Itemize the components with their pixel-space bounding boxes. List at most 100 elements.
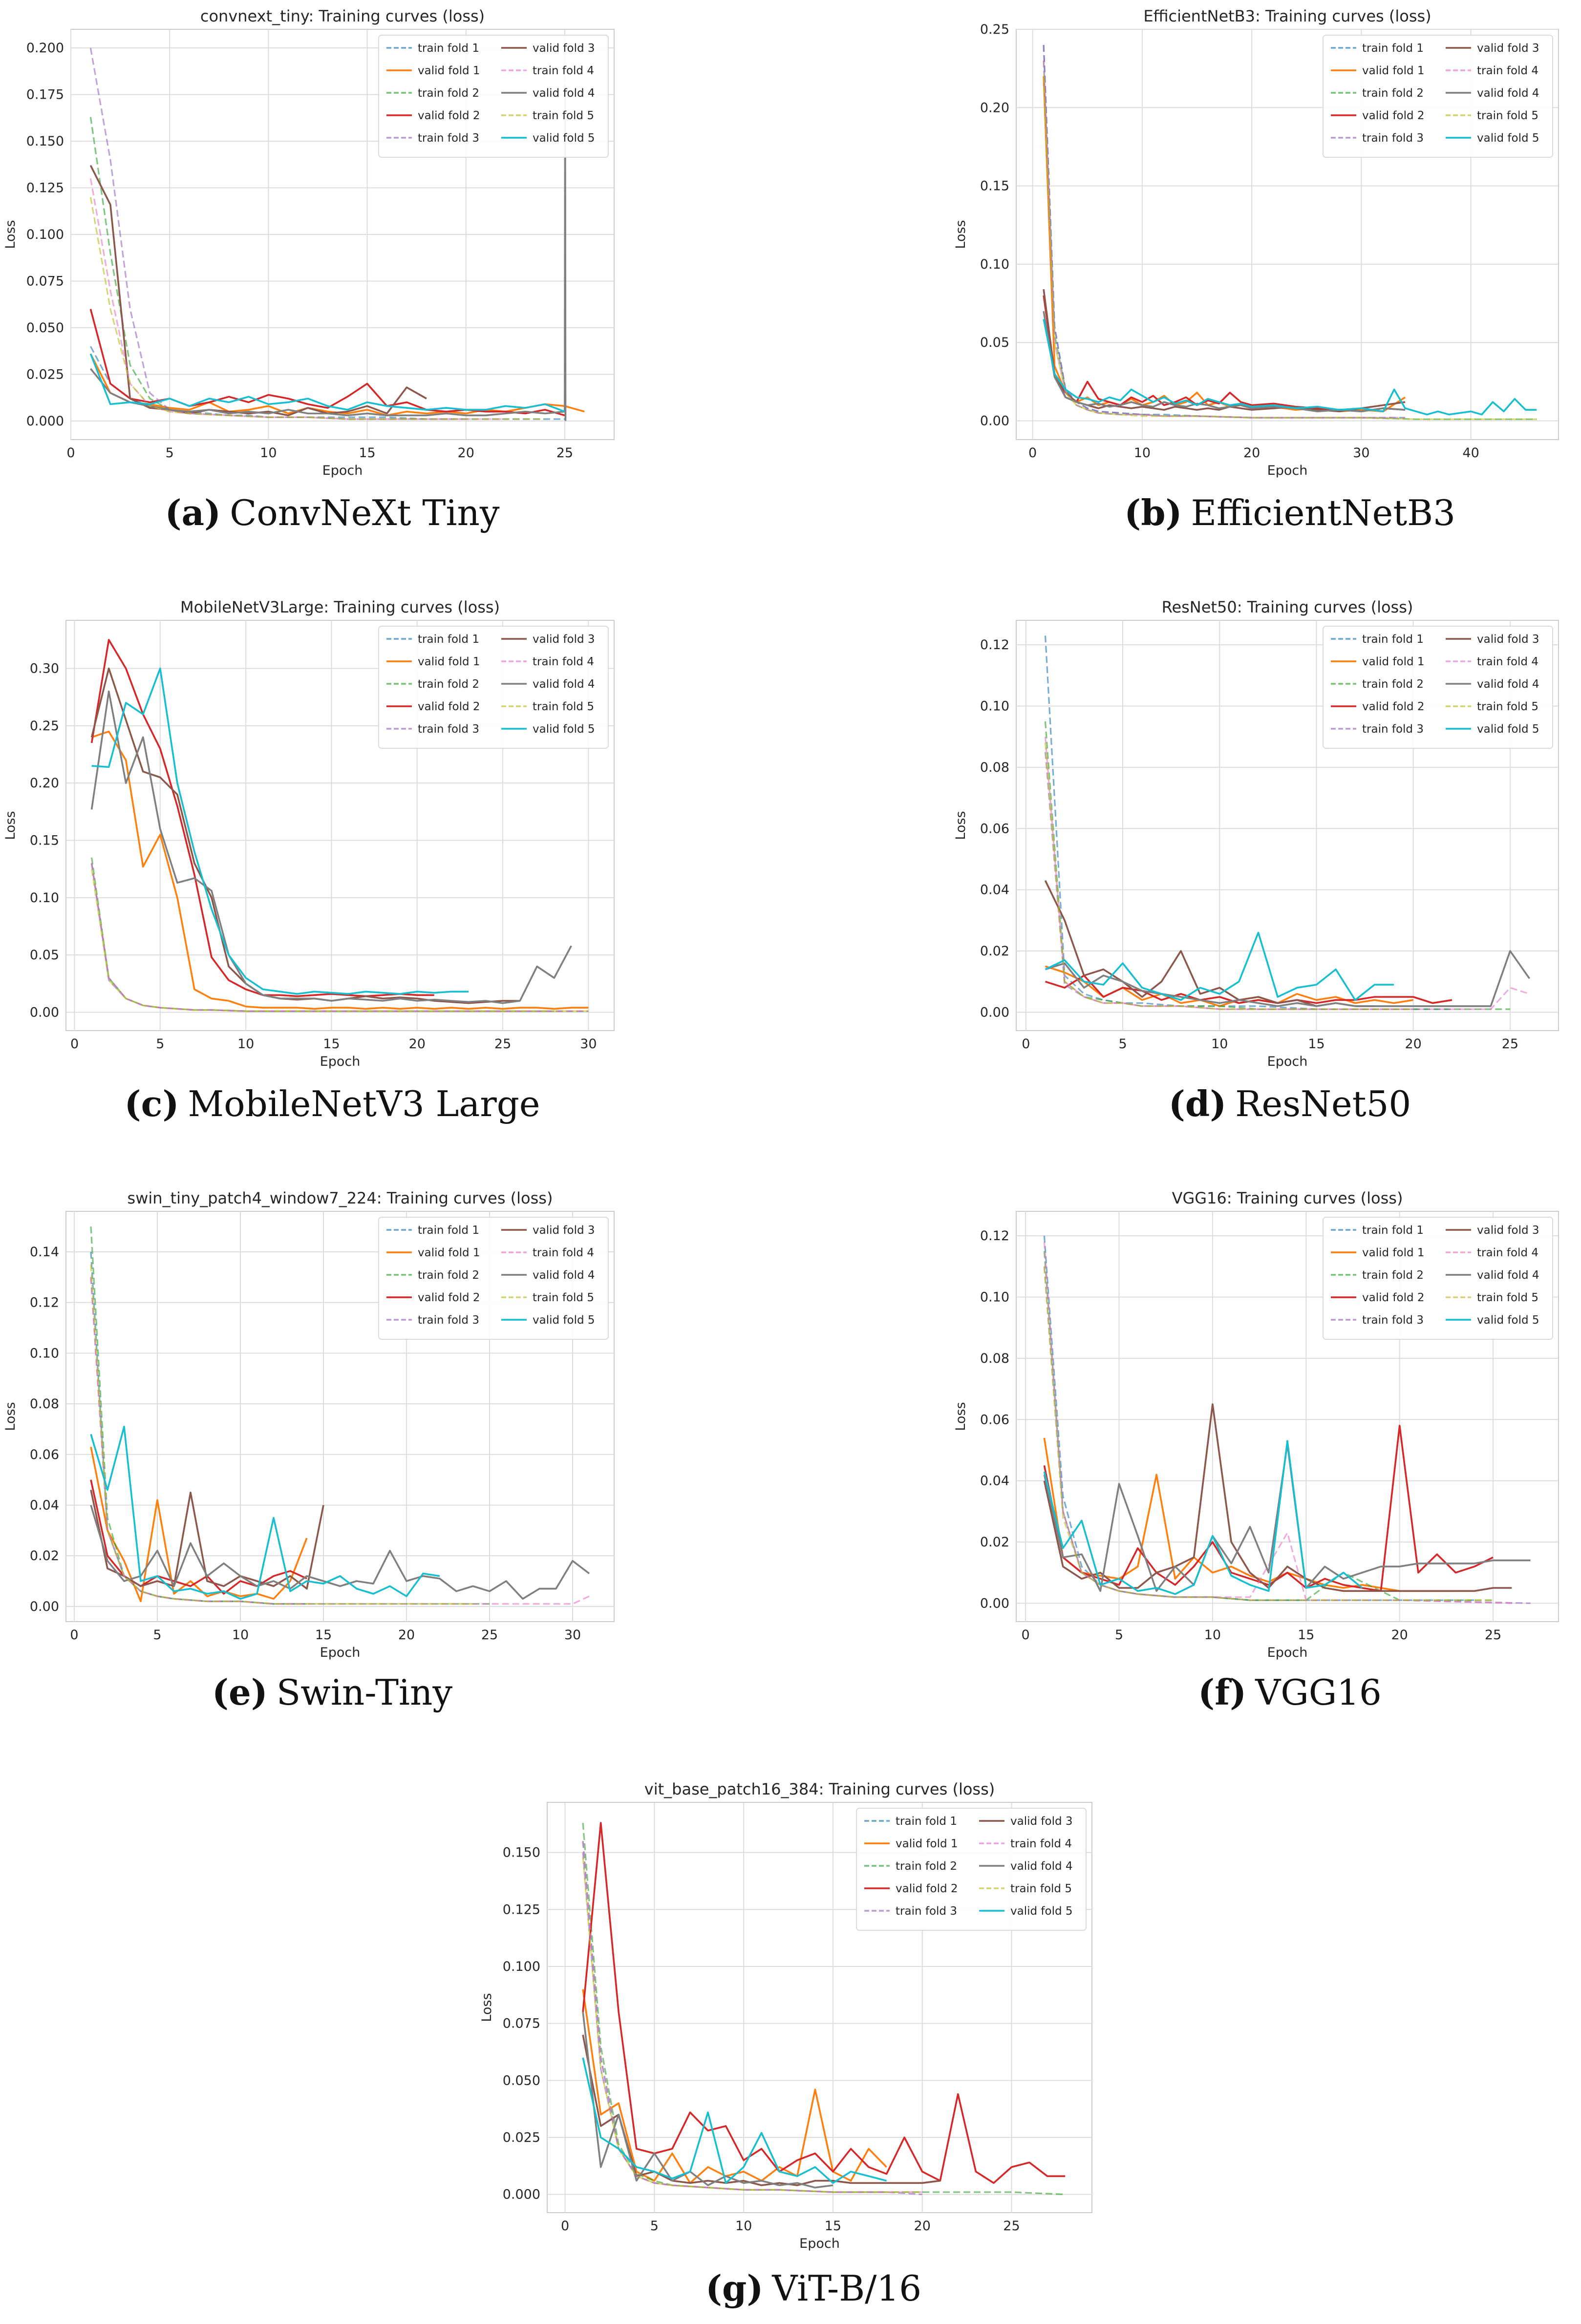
legend-entry: train fold 5 [533, 1291, 594, 1304]
x-tick-label: 20 [1405, 1036, 1421, 1052]
panel-caption: (a) ConvNeXt Tiny [165, 492, 499, 533]
panel-caption: (g) ViT-B/16 [705, 2267, 921, 2309]
x-tick-label: 0 [70, 1036, 79, 1052]
legend: train fold 1 valid fold 1 train fold 2 vali… [1323, 35, 1553, 158]
x-tick-label: 0 [70, 1627, 78, 1643]
y-tick-label: 0.10 [980, 1290, 1009, 1305]
x-tick-label: 5 [166, 445, 174, 461]
y-tick-label: 0.25 [30, 718, 59, 734]
y-tick-label: 0.10 [30, 1346, 59, 1361]
x-tick-label: 5 [1118, 1036, 1127, 1052]
y-tick-label: 0.05 [30, 948, 59, 963]
legend-entry: train fold 5 [1477, 1291, 1538, 1304]
chart-title: ResNet50: Training curves (loss) [1162, 598, 1413, 616]
series-line-valid-fold-3 [1043, 1403, 1512, 1592]
y-tick-label: 0.175 [26, 87, 64, 103]
legend-entry: train fold 1 [418, 1224, 479, 1237]
x-tick-label: 0 [1022, 1036, 1030, 1052]
legend-entry: train fold 3 [418, 132, 479, 145]
legend-entry: valid fold 5 [1010, 1905, 1073, 1918]
legend-entry: train fold 4 [1477, 1247, 1538, 1259]
legend-entry: train fold 1 [1362, 1224, 1424, 1237]
series-line-valid-fold-3 [1043, 289, 1406, 413]
y-axis-label: Loss [479, 1993, 494, 2022]
series-line-train-fold-5 [582, 1857, 922, 2193]
y-axis-label: Loss [953, 1402, 968, 1431]
panel-caption: (b) EfficientNetB3 [1124, 492, 1455, 533]
y-tick-label: 0.075 [503, 2016, 540, 2031]
legend-entry: valid fold 2 [418, 109, 480, 122]
x-tick-label: 0 [66, 445, 75, 461]
legend-entry: train fold 5 [1010, 1882, 1072, 1895]
y-tick-label: 0.10 [30, 890, 59, 906]
y-tick-label: 0.150 [503, 1845, 540, 1860]
series-line-valid-fold-3 [582, 2034, 940, 2186]
legend-entry: train fold 3 [896, 1905, 957, 1918]
x-tick-label: 20 [914, 2218, 931, 2234]
legend-entry: valid fold 4 [533, 678, 595, 691]
legend-entry: valid fold 3 [533, 633, 595, 646]
x-axis-label: Epoch [1267, 1054, 1308, 1069]
y-tick-label: 0.02 [980, 1535, 1009, 1550]
legend: train fold 1 valid fold 1 train fold 2 vali… [856, 1808, 1087, 1931]
x-tick-label: 5 [650, 2218, 659, 2234]
y-tick-label: 0.025 [503, 2130, 540, 2145]
series-line-valid-fold-1 [90, 1446, 308, 1603]
y-tick-label: 0.30 [30, 661, 59, 676]
series-line-valid-fold-2 [582, 1822, 1066, 2184]
x-tick-label: 25 [481, 1627, 498, 1643]
chart-title: vit_base_patch16_384: Training curves (l… [644, 1780, 995, 1798]
caption-letter: (g) [705, 2267, 763, 2309]
caption-letter: (b) [1124, 492, 1182, 533]
legend-entry: train fold 2 [1362, 678, 1424, 691]
chart-title: MobileNetV3Large: Training curves (loss) [180, 598, 500, 616]
series-line-valid-fold-4 [1043, 311, 1406, 413]
series-line-valid-fold-1 [1043, 1437, 1456, 1592]
x-tick-label: 0 [1028, 445, 1037, 461]
series-group [1043, 45, 1537, 420]
y-tick-label: 0.00 [980, 1005, 1009, 1020]
legend-entry: train fold 2 [896, 1860, 957, 1873]
legend-entry: train fold 1 [1362, 42, 1424, 55]
series-line-valid-fold-5 [90, 1425, 440, 1600]
legend-entry: valid fold 3 [533, 42, 595, 55]
panel-mobilenetv3-large: 0 5 10 15 20 25 30 0.00 0.05 0.10 0.15 0.20 0.25 0.30… [3, 598, 615, 1124]
legend-box [378, 626, 609, 749]
legend-entry: train fold 3 [418, 1314, 479, 1327]
chart-title: swin_tiny_patch4_window7_224: Training c… [128, 1189, 553, 1207]
y-tick-label: 0.02 [30, 1548, 59, 1563]
series-line-train-fold-5 [1043, 76, 1537, 420]
legend: train fold 1 valid fold 1 train fold 2 vali… [1323, 1217, 1553, 1340]
series-group [1044, 635, 1530, 1010]
legend-entry: train fold 1 [1362, 633, 1424, 646]
panel-resnet50: 0 5 10 15 20 25 0.00 0.02 0.04 0.06 0.08 0.10 0.12 Re… [953, 598, 1559, 1124]
y-tick-label: 0.12 [30, 1295, 59, 1310]
legend-entry: valid fold 2 [1362, 700, 1425, 713]
series-line-valid-fold-5 [1043, 318, 1537, 416]
y-tick-label: 0.100 [26, 227, 64, 242]
legend-entry: valid fold 1 [1362, 1247, 1425, 1259]
x-tick-label: 10 [735, 2218, 752, 2234]
legend-entry: valid fold 2 [418, 1291, 480, 1304]
x-tick-label: 20 [409, 1036, 426, 1052]
legend-entry: valid fold 2 [896, 1882, 958, 1895]
y-tick-label: 0.125 [26, 181, 64, 196]
x-tick-label: 0 [561, 2218, 569, 2234]
caption-letter: (a) [165, 492, 221, 533]
series-group [90, 1226, 590, 1605]
x-tick-label: 20 [1243, 445, 1260, 461]
legend-entry: valid fold 5 [1477, 723, 1539, 736]
y-tick-label: 0.04 [980, 1474, 1009, 1489]
legend-box [378, 35, 609, 158]
legend-entry: train fold 5 [533, 109, 594, 122]
series-line-train-fold-4 [90, 1277, 590, 1605]
legend: train fold 1 valid fold 1 train fold 2 vali… [378, 1217, 609, 1340]
y-tick-label: 0.050 [503, 2073, 540, 2088]
x-tick-label: 15 [1308, 1036, 1325, 1052]
legend-entry: valid fold 3 [1477, 42, 1539, 55]
y-tick-label: 0.08 [30, 1396, 59, 1412]
y-tick-label: 0.075 [26, 274, 64, 289]
y-axis-label: Loss [3, 220, 18, 249]
x-tick-label: 30 [564, 1627, 581, 1643]
